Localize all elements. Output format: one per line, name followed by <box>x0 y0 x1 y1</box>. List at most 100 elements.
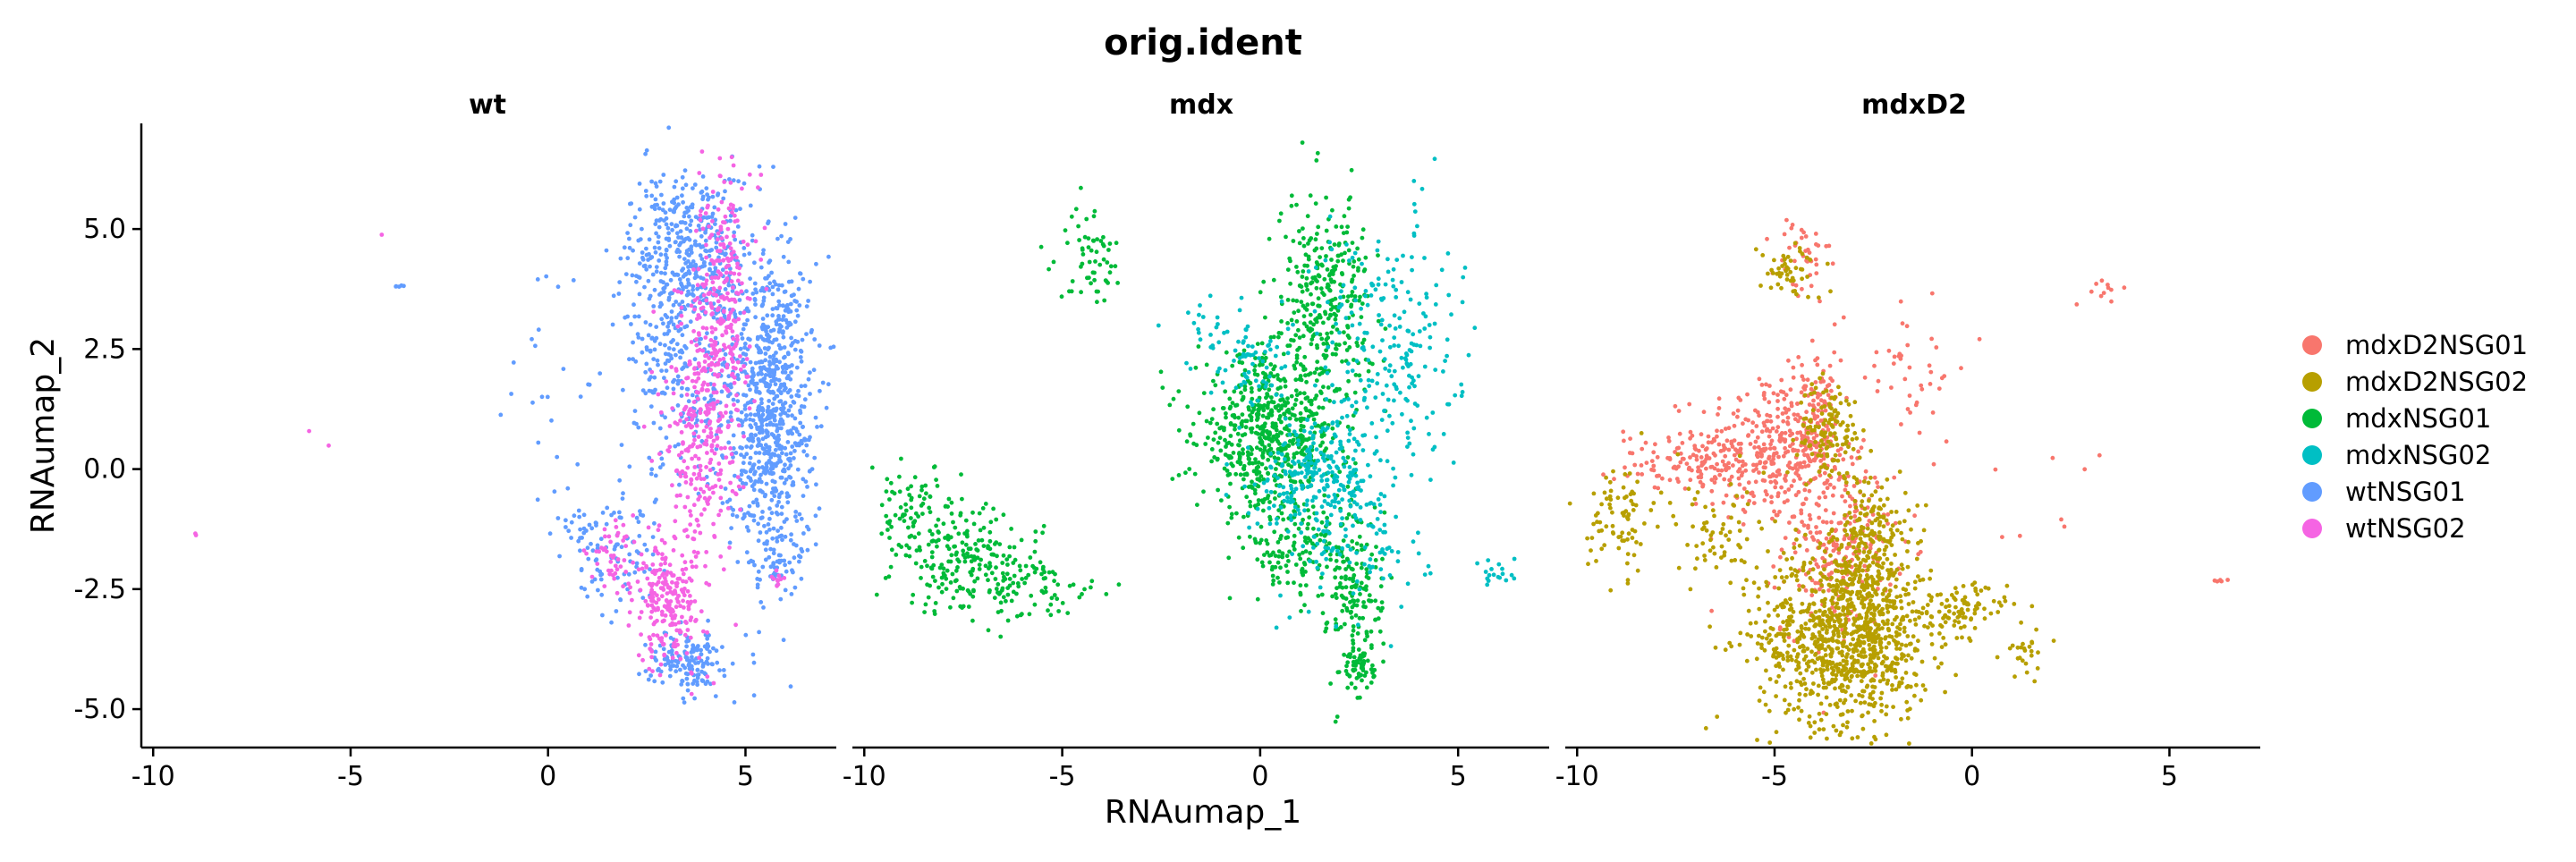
point-mdxD2NSG02 <box>1585 536 1589 541</box>
point-mdxNSG02 <box>1208 293 1213 299</box>
point-mdxNSG01 <box>945 533 951 538</box>
point-mdxD2NSG02 <box>1906 602 1911 606</box>
point-mdxD2NSG02 <box>1958 625 1963 630</box>
point-mdxNSG01 <box>1032 549 1038 554</box>
point-mdxNSG01 <box>1335 714 1340 719</box>
point-mdxD2NSG01 <box>1898 299 1903 304</box>
point-mdxD2NSG01 <box>1751 501 1757 505</box>
point-mdxD2NSG02 <box>1803 692 1808 697</box>
point-mdxNSG01 <box>1269 412 1275 418</box>
point-mdxNSG01 <box>1043 585 1048 590</box>
point-mdxNSG01 <box>1317 303 1322 308</box>
point-mdxD2NSG02 <box>1938 592 1944 597</box>
point-mdxNSG01 <box>1079 290 1083 295</box>
point-mdxNSG02 <box>1405 444 1410 449</box>
point-mdxD2NSG02 <box>1809 427 1815 433</box>
point-mdxD2NSG01 <box>1905 407 1911 411</box>
point-mdxNSG01 <box>1317 405 1322 410</box>
point-mdxD2NSG02 <box>1843 450 1848 455</box>
point-mdxD2NSG02 <box>1860 689 1865 694</box>
point-mdxNSG01 <box>1371 674 1376 680</box>
point-mdxNSG02 <box>1292 429 1297 435</box>
point-mdxNSG01 <box>1071 582 1076 587</box>
point-mdxNSG01 <box>1279 430 1284 435</box>
point-mdxNSG01 <box>977 562 982 567</box>
point-mdxNSG02 <box>1378 567 1384 571</box>
point-mdxNSG01 <box>905 486 911 492</box>
points-layer <box>193 125 2231 746</box>
point-mdxD2NSG02 <box>1800 440 1804 445</box>
point-mdxD2NSG02 <box>1870 560 1876 565</box>
point-mdxD2NSG02 <box>1932 655 1937 661</box>
point-mdxNSG01 <box>1270 582 1275 587</box>
point-mdxD2NSG02 <box>1607 479 1613 485</box>
point-mdxD2NSG01 <box>1792 550 1798 555</box>
point-mdxD2NSG02 <box>1859 679 1864 684</box>
point-mdxD2NSG01 <box>1724 468 1729 473</box>
point-mdxD2NSG01 <box>2074 302 2080 307</box>
point-wtNSG01 <box>778 596 784 602</box>
point-mdxD2NSG02 <box>1786 631 1792 637</box>
point-mdxD2NSG01 <box>1623 465 1627 470</box>
point-mdxD2NSG02 <box>1867 498 1871 503</box>
point-mdxNSG02 <box>1272 473 1277 477</box>
point-mdxNSG02 <box>1424 295 1429 300</box>
point-mdxNSG02 <box>1424 292 1428 297</box>
point-mdxNSG01 <box>987 561 992 566</box>
point-mdxNSG01 <box>1230 413 1235 418</box>
point-mdxNSG01 <box>1279 406 1284 411</box>
point-mdxNSG01 <box>919 564 924 570</box>
point-mdxNSG02 <box>1312 308 1318 314</box>
point-mdxD2NSG02 <box>1928 568 1934 573</box>
point-mdxD2NSG02 <box>1626 513 1631 518</box>
point-mdxD2NSG02 <box>1756 594 1760 599</box>
point-mdxD2NSG01 <box>1738 398 1743 402</box>
point-mdxD2NSG02 <box>1862 506 1868 511</box>
point-mdxD2NSG02 <box>1996 610 2001 614</box>
point-mdxNSG01 <box>1360 678 1364 683</box>
point-mdxD2NSG02 <box>1784 619 1790 623</box>
point-mdxD2NSG02 <box>1973 588 1979 594</box>
point-mdxD2NSG02 <box>1887 573 1892 579</box>
point-mdxD2NSG02 <box>1818 619 1823 624</box>
point-mdxD2NSG01 <box>1762 498 1767 503</box>
point-mdxNSG01 <box>1253 457 1258 461</box>
point-mdxD2NSG02 <box>1860 568 1865 573</box>
point-mdxNSG01 <box>954 588 960 594</box>
point-mdxD2NSG01 <box>1715 461 1719 467</box>
point-mdxNSG01 <box>903 508 909 513</box>
point-mdxNSG01 <box>1234 511 1239 516</box>
point-mdxNSG01 <box>1350 633 1355 638</box>
point-mdxNSG01 <box>1237 438 1242 444</box>
point-mdxNSG01 <box>1244 418 1250 424</box>
point-mdxNSG01 <box>1372 667 1377 672</box>
point-mdxNSG01 <box>1275 575 1280 580</box>
point-mdxNSG01 <box>1360 301 1365 306</box>
point-mdxNSG01 <box>1355 598 1360 604</box>
point-mdxNSG01 <box>1225 453 1231 459</box>
point-mdxNSG02 <box>1380 547 1385 552</box>
point-mdxD2NSG01 <box>1889 385 1894 390</box>
point-mdxD2NSG02 <box>1567 501 1572 506</box>
point-mdxD2NSG01 <box>1655 454 1660 460</box>
point-mdxNSG01 <box>962 531 967 536</box>
point-mdxD2NSG02 <box>1900 676 1905 681</box>
point-wtNSG01 <box>785 500 791 505</box>
point-mdxNSG01 <box>1249 385 1254 391</box>
point-mdxD2NSG02 <box>1820 371 1826 376</box>
point-mdxNSG01 <box>1381 641 1386 646</box>
point-mdxD2NSG02 <box>1783 261 1787 266</box>
point-mdxNSG01 <box>1250 479 1254 485</box>
point-mdxD2NSG01 <box>1715 428 1719 434</box>
point-mdxNSG01 <box>1082 587 1087 592</box>
point-mdxD2NSG01 <box>1709 477 1715 482</box>
point-mdxD2NSG02 <box>1912 646 1918 651</box>
point-mdxD2NSG02 <box>1821 727 1826 731</box>
point-mdxNSG01 <box>1350 277 1355 283</box>
point-mdxNSG01 <box>1345 685 1351 690</box>
point-mdxNSG01 <box>1012 573 1017 579</box>
point-mdxD2NSG01 <box>1798 415 1803 420</box>
point-mdxD2NSG01 <box>1750 420 1756 426</box>
point-mdxNSG01 <box>1098 239 1104 243</box>
point-mdxD2NSG01 <box>1863 469 1868 474</box>
